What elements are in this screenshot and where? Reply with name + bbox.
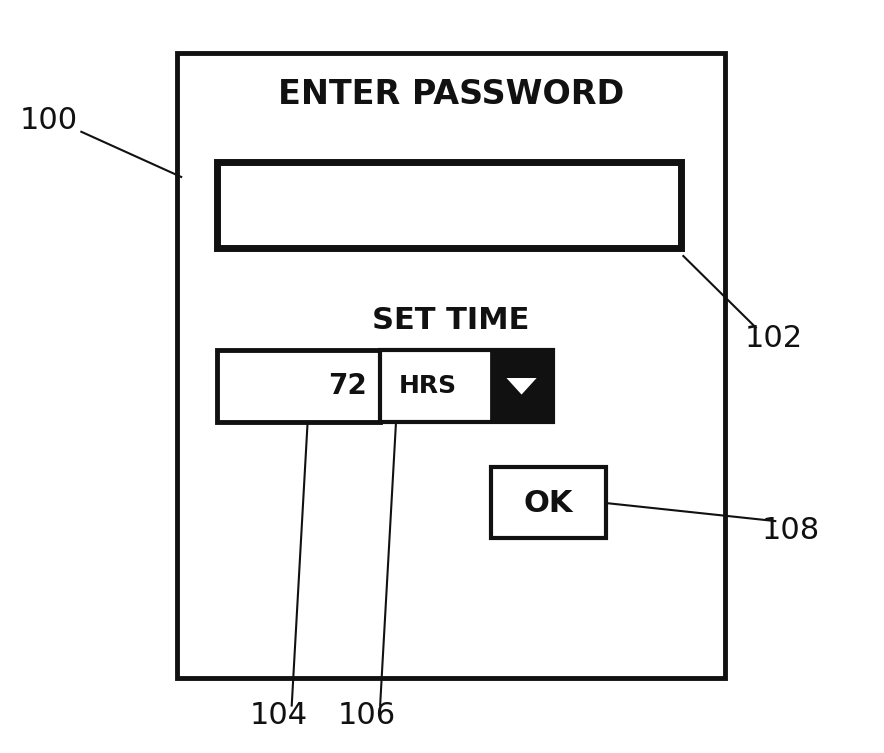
- Polygon shape: [507, 378, 537, 395]
- Bar: [177, 53, 725, 678]
- Text: 104: 104: [249, 701, 308, 730]
- Text: 102: 102: [744, 325, 803, 353]
- Bar: [380, 350, 552, 422]
- Text: SET TIME: SET TIME: [372, 306, 530, 334]
- Text: 72: 72: [328, 372, 367, 401]
- Text: 100: 100: [19, 106, 78, 135]
- Text: OK: OK: [523, 489, 573, 517]
- Bar: [217, 162, 681, 248]
- Bar: [491, 350, 552, 422]
- Text: ENTER PASSWORD: ENTER PASSWORD: [278, 78, 624, 111]
- Bar: [217, 350, 380, 422]
- Text: 108: 108: [762, 517, 820, 545]
- Text: HRS: HRS: [399, 374, 457, 398]
- Text: 106: 106: [338, 701, 396, 730]
- Bar: [491, 467, 606, 538]
